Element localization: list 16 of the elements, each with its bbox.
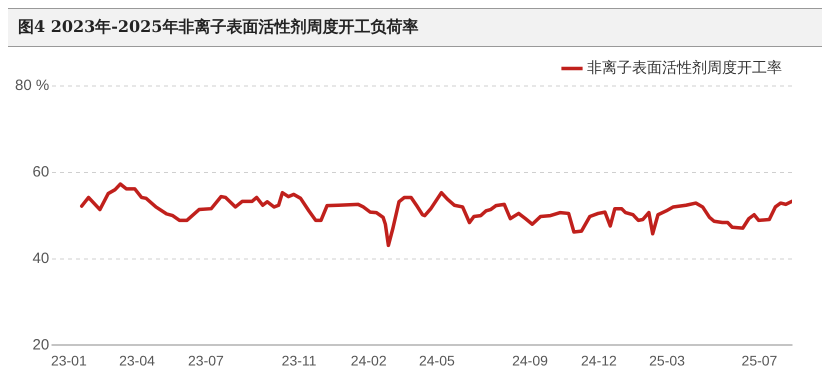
x-tick-label: 23-07 [188, 352, 224, 368]
x-tick-label: 23-01 [50, 352, 87, 368]
x-tick-label: 25-03 [649, 352, 686, 368]
y-tick-label: 80 % [14, 77, 50, 94]
x-tick-label: 24-05 [418, 352, 455, 368]
y-tick-label: 60 [32, 164, 50, 181]
y-tick-label: 20 [32, 336, 50, 354]
x-tick-label: 25-07 [742, 352, 778, 368]
x-tick-label: 24-09 [512, 352, 548, 368]
chart-title: 图4 2023年-2025年非离子表面活性剂周度开工负荷率 [8, 8, 822, 47]
x-tick-label: 23-04 [119, 352, 156, 368]
x-tick-label: 24-12 [581, 352, 618, 368]
legend-label: 非离子表面活性剂周度开工率 [587, 58, 782, 76]
y-tick-label: 40 [32, 250, 50, 267]
x-tick-label: 24-02 [350, 352, 387, 368]
x-tick-label: 23-11 [282, 352, 317, 368]
